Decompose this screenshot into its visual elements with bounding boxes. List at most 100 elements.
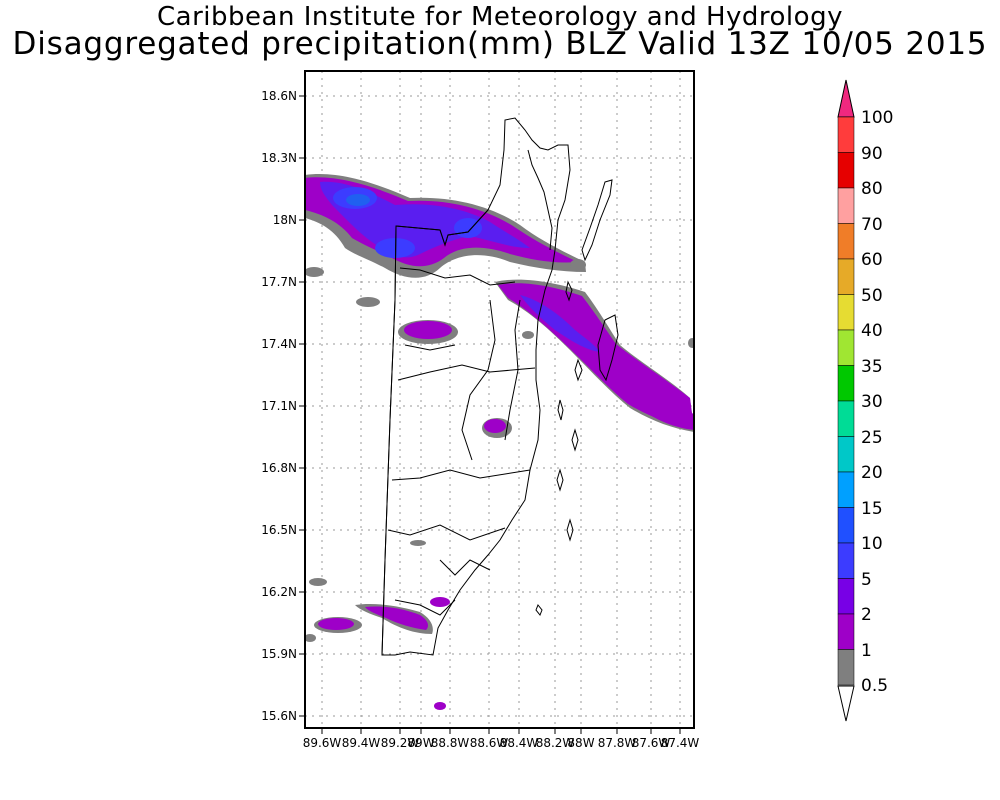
lat-label-16-5n: 16.5N [261,523,297,537]
precip-cell-south-coast [430,597,450,607]
colorbar-cell [837,329,855,366]
precip-core-central [375,238,415,258]
precip-cell-northeast [570,259,586,271]
lat-label-15-6n: 15.6N [261,709,297,723]
colorbar-label-5: 5 [861,570,872,590]
district-line-5 [504,299,521,441]
caye-chain-3 [556,468,564,492]
caye-chain-7 [571,428,579,452]
colorbar-label-30: 30 [861,392,883,412]
longitude-labels: 89.6W 89.4W 89.2W 89W 88.8W 88.6W 88.4W … [303,736,700,750]
map-gridlines [305,71,694,728]
precip-cell-mid-south-core [484,419,506,433]
colorbar-label-2: 2 [861,605,872,625]
lon-label-89w: 89W [407,736,434,750]
guatemala-border [381,225,397,656]
colorbar: 100 90 80 70 60 50 40 35 30 25 20 15 10 … [837,79,893,722]
lon-label-88w: 88W [567,736,594,750]
river-line-1 [399,267,516,286]
precip-cell-stann [410,540,426,546]
colorbar-cell [837,507,855,544]
ambergris-caye [581,179,613,262]
lon-label-87-6w: 87.6W [632,736,671,750]
colorbar-label-40: 40 [861,321,883,341]
colorbar-cell [837,649,855,686]
south-district-line [394,599,456,616]
precip-cell-central-west-core [404,321,452,339]
lon-label-88-8w: 88.8W [431,736,470,750]
colorbar-cells [837,116,855,686]
lat-label-16-2n: 16.2N [261,585,297,599]
colorbar-label-15: 15 [861,499,883,519]
colorbar-labels: 100 90 80 70 60 50 40 35 30 25 20 15 10 … [861,108,893,696]
belize-outline [381,117,571,656]
lon-label-88-2w: 88.2W [536,736,575,750]
precip-cell-east-edge [688,338,694,348]
colorbar-cell [837,258,855,295]
lat-label-17-4n: 17.4N [261,337,297,351]
map-frame [304,70,695,729]
precip-band-far-east [600,367,694,430]
colorbar-top-arrow [837,79,855,118]
lon-label-87-4w: 87.4W [661,736,700,750]
lat-label-15-9n: 15.9N [261,647,297,661]
coastal-detail [527,149,553,251]
colorbar-bottom-arrow [837,685,855,722]
axis-ticks [299,95,681,734]
colorbar-cell [837,294,855,331]
lat-label-17-1n: 17.1N [261,399,297,413]
colorbar-cell [837,613,855,650]
precip-cell-south-small [434,702,446,710]
colorbar-cell [837,116,855,153]
lon-label-87-8w: 87.8W [598,736,637,750]
lat-label-18-6n: 18.6N [261,89,297,103]
precip-cell-southwest-3 [305,634,316,642]
colorbar-label-90: 90 [861,144,883,164]
lat-label-17-7n: 17.7N [261,275,297,289]
colorbar-cell [837,187,855,224]
colorbar-cell [837,365,855,402]
lon-label-89-6w: 89.6W [303,736,342,750]
caye-chain-1 [565,280,573,302]
district-line-6 [439,559,491,576]
district-line-2 [391,469,531,481]
colorbar-cell [837,400,855,437]
precip-core-west-peak [346,194,370,206]
colorbar-cell [837,223,855,260]
colorbar-label-0-5: 0.5 [861,676,888,696]
turneffe-atoll [597,314,619,382]
district-line-3 [387,524,506,541]
lat-label-18n: 18N [273,213,297,227]
lon-label-89-4w: 89.4W [342,736,381,750]
lon-label-89-2w: 89.2W [381,736,420,750]
latitude-labels: 18.6N 18.3N 18N 17.7N 17.4N 17.1N 16.8N … [261,89,297,723]
precip-cell-southwest-1-core [318,618,354,630]
lon-label-88-4w: 88.4W [500,736,539,750]
precip-cell-south-band-core [365,606,428,630]
district-line-1 [397,364,536,381]
lon-label-88-6w: 88.6W [470,736,509,750]
coastline-and-boundaries [381,117,619,656]
mexico-border [395,209,489,247]
district-line-4 [461,299,496,461]
precip-cell-west-edge [305,267,324,277]
caye-chain-6 [535,604,543,616]
title-product: Disaggregated precipitation(mm) BLZ Vali… [12,26,988,62]
river-line-2 [404,344,456,351]
colorbar-label-60: 60 [861,250,883,270]
caye-chain-4 [557,399,564,421]
colorbar-label-10: 10 [861,534,883,554]
colorbar-label-70: 70 [861,215,883,235]
precipitation-shading [305,174,694,710]
colorbar-cell [837,578,855,615]
colorbar-label-50: 50 [861,286,883,306]
precip-cell-southwest-2 [309,578,327,586]
colorbar-cell [837,471,855,508]
colorbar-label-25: 25 [861,428,883,448]
colorbar-label-80: 80 [861,179,883,199]
title-institute: Caribbean Institute for Meteorology and … [157,2,843,32]
colorbar-label-1: 1 [861,641,872,661]
colorbar-cell [837,542,855,579]
colorbar-label-100: 100 [861,108,893,128]
